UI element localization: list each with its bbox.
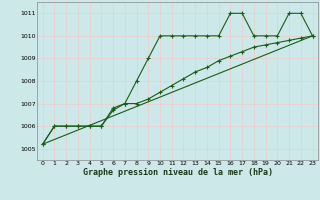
X-axis label: Graphe pression niveau de la mer (hPa): Graphe pression niveau de la mer (hPa) (83, 168, 273, 177)
